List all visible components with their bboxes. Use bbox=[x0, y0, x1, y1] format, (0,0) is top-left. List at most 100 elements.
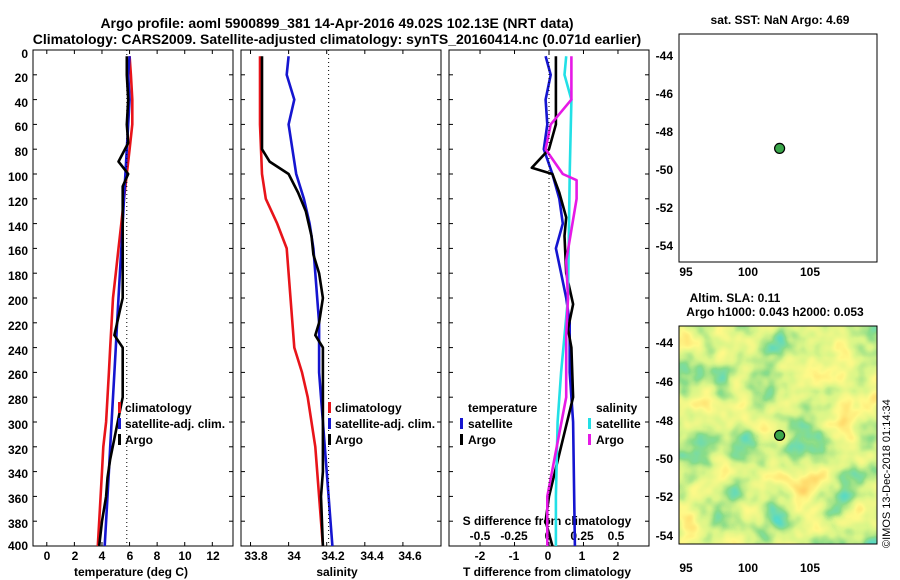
series-temperature-satellite bbox=[542, 55, 577, 547]
legend-swatch-argo bbox=[118, 434, 121, 445]
salinity-x-tick: 34.2 bbox=[321, 549, 345, 563]
tick-marks bbox=[33, 49, 649, 547]
argo-position-marker bbox=[773, 429, 786, 441]
depth-tick: 380 bbox=[8, 517, 28, 531]
lat-tick: -50 bbox=[656, 163, 674, 177]
s-diff-x-tick: -0.5 bbox=[470, 529, 491, 543]
depth-tick: 160 bbox=[8, 244, 28, 258]
depth-tick: 120 bbox=[8, 195, 28, 209]
salinity-x-tick: 33.8 bbox=[244, 549, 268, 563]
legend-swatch-satellite-adj bbox=[118, 418, 121, 429]
legend-label: Argo bbox=[335, 433, 363, 447]
depth-tick: 0 bbox=[21, 47, 28, 61]
temperature-x-tick: 8 bbox=[154, 549, 161, 563]
sst-lon-axis: 95 100 105 bbox=[679, 265, 820, 279]
temperature-x-label: temperature (deg C) bbox=[74, 565, 188, 579]
salinity-x-tick: 34.4 bbox=[360, 549, 384, 563]
sla-lon-axis: 95 100 105 bbox=[679, 561, 820, 575]
lat-tick: -44 bbox=[656, 336, 674, 350]
legend-label: satellite-adj. clim. bbox=[125, 417, 225, 431]
depth-tick: 360 bbox=[8, 492, 28, 506]
salinity-x-tick: 34.6 bbox=[398, 549, 422, 563]
legend-label: satellite bbox=[596, 417, 641, 431]
sst-lat-axis: -44 -46 -48 -50 -52 -54 bbox=[656, 49, 674, 253]
lon-tick: 100 bbox=[738, 265, 758, 279]
t-diff-x-tick: -2 bbox=[475, 549, 486, 563]
depth-tick: 100 bbox=[8, 170, 28, 184]
temperature-x-tick: 4 bbox=[99, 549, 106, 563]
title-line-2: Climatology: CARS2009. Satellite-adjuste… bbox=[33, 31, 641, 47]
lon-tick: 105 bbox=[800, 265, 820, 279]
lon-tick: 95 bbox=[679, 265, 693, 279]
depth-tick: 400 bbox=[8, 539, 28, 553]
salinity-x-label: salinity bbox=[316, 565, 358, 579]
sla-title-line-1: Altim. SLA: 0.11 bbox=[690, 291, 781, 305]
temperature-x-axis: 0 2 4 6 8 10 12 bbox=[44, 549, 220, 563]
lat-tick: -48 bbox=[656, 414, 674, 428]
lat-tick: -48 bbox=[656, 125, 674, 139]
profile-series bbox=[96, 50, 578, 547]
argo-position-marker bbox=[773, 142, 786, 154]
legend-swatch-climatology bbox=[328, 402, 331, 413]
temperature-x-tick: 6 bbox=[127, 549, 134, 563]
legend-label: satellite bbox=[468, 417, 513, 431]
depth-tick: 20 bbox=[15, 71, 29, 85]
lat-tick: -54 bbox=[656, 529, 674, 543]
legend-swatch-satellite-adj bbox=[328, 418, 331, 429]
title-line-1: Argo profile: aoml 5900899_381 14-Apr-20… bbox=[100, 15, 573, 31]
salinity-x-tick: 34 bbox=[287, 549, 301, 563]
series-temperature-argo bbox=[530, 56, 575, 547]
series-climatology bbox=[96, 56, 134, 547]
lon-tick: 105 bbox=[800, 561, 820, 575]
imos-watermark: ©IMOS 13-Dec-2018 01:14:34 bbox=[881, 399, 893, 548]
legend-swatch-t-satellite bbox=[460, 418, 463, 429]
salinity-legend: climatology satellite-adj. clim. Argo bbox=[328, 401, 435, 447]
t-diff-x-tick: 0 bbox=[545, 549, 552, 563]
depth-tick: 280 bbox=[8, 393, 28, 407]
temperature-legend: climatology satellite-adj. clim. Argo bbox=[118, 401, 225, 447]
lat-tick: -52 bbox=[656, 490, 674, 504]
lat-tick: -50 bbox=[656, 452, 674, 466]
legend-swatch-climatology bbox=[118, 402, 121, 413]
sst-title: sat. SST: NaN Argo: 4.69 bbox=[711, 13, 850, 27]
depth-tick: 300 bbox=[8, 418, 28, 432]
lon-tick: 100 bbox=[738, 561, 758, 575]
legend-heading-temperature: temperature bbox=[468, 401, 538, 415]
lat-tick: -52 bbox=[656, 201, 674, 215]
legend-swatch-s-satellite bbox=[588, 418, 591, 429]
s-diff-x-tick: 0.5 bbox=[608, 529, 625, 543]
depth-tick: 340 bbox=[8, 467, 28, 481]
depth-tick: 260 bbox=[8, 368, 28, 382]
difference-legend: temperature satellite Argo salinity sate… bbox=[460, 401, 641, 447]
s-diff-x-tick: -0.25 bbox=[500, 529, 528, 543]
legend-label: climatology bbox=[335, 401, 402, 415]
lat-tick: -46 bbox=[656, 375, 674, 389]
temperature-x-tick: 2 bbox=[72, 549, 79, 563]
legend-label: satellite-adj. clim. bbox=[335, 417, 435, 431]
series-argo bbox=[260, 56, 325, 547]
depth-tick: 240 bbox=[8, 344, 28, 358]
legend-label: climatology bbox=[125, 401, 192, 415]
temperature-x-tick: 0 bbox=[44, 549, 51, 563]
legend-swatch-s-argo bbox=[588, 434, 591, 445]
depth-tick: 140 bbox=[8, 220, 28, 234]
lat-tick: -46 bbox=[656, 87, 674, 101]
s-diff-x-tick: 0.25 bbox=[570, 529, 594, 543]
depth-tick: 220 bbox=[8, 319, 28, 333]
legend-label: Argo bbox=[468, 433, 496, 447]
legend-swatch-argo bbox=[328, 434, 331, 445]
legend-label: Argo bbox=[596, 433, 624, 447]
t-diff-x-label: T difference from climatology bbox=[463, 565, 631, 579]
legend-swatch-t-argo bbox=[460, 434, 463, 445]
depth-tick: 60 bbox=[15, 120, 29, 134]
salinity-x-axis: 33.8 34 34.2 34.4 34.6 bbox=[244, 549, 422, 563]
series-satellite-adj-clim bbox=[285, 56, 334, 547]
salinity-panel-frame bbox=[240, 49, 442, 547]
s-diff-x-axis: -0.5 -0.25 0 0.25 0.5 bbox=[470, 529, 625, 543]
temperature-x-tick: 10 bbox=[178, 549, 192, 563]
series-argo bbox=[97, 56, 130, 547]
lon-tick: 95 bbox=[679, 561, 693, 575]
t-diff-x-tick: 2 bbox=[613, 549, 620, 563]
sla-title-line-2: Argo h1000: 0.043 h2000: 0.053 bbox=[686, 305, 864, 319]
